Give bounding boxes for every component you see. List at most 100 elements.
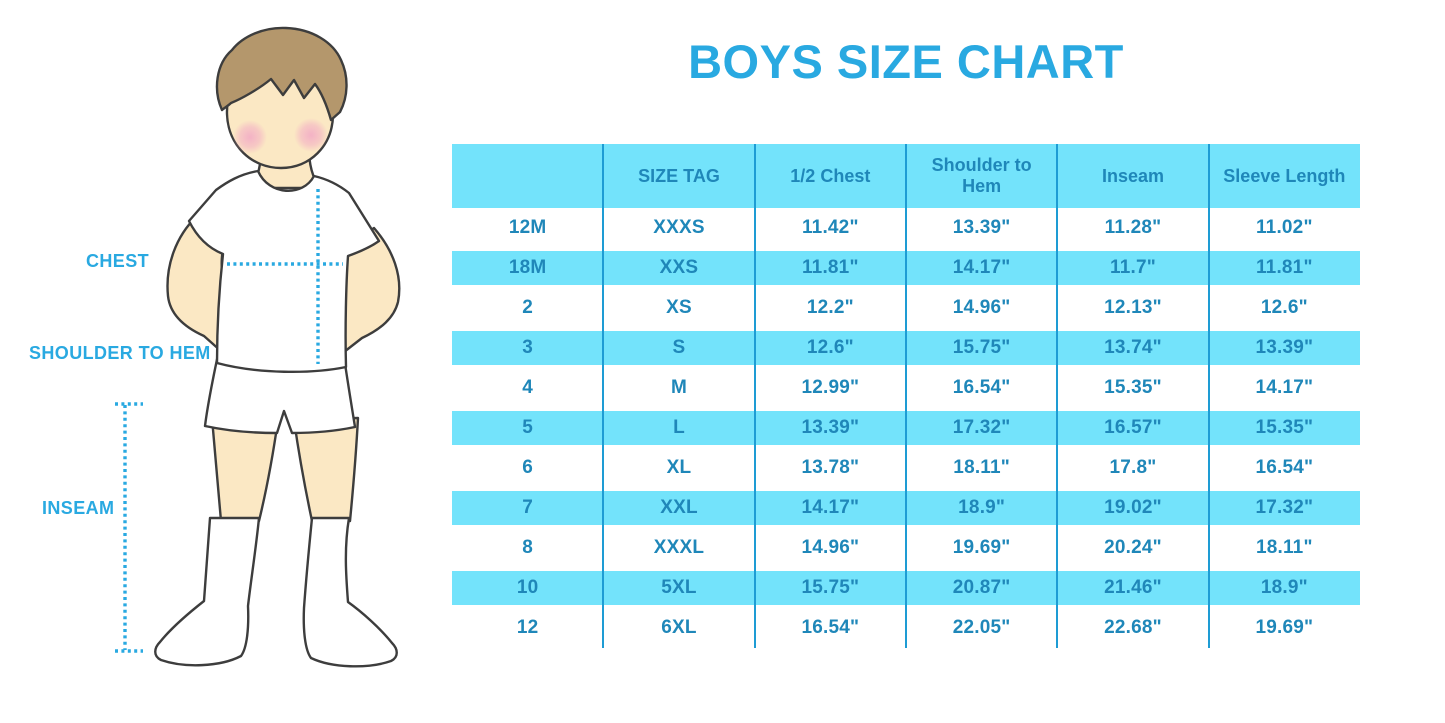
- measurement-figure: CHEST SHOULDER TO HEM INSEAM: [0, 0, 450, 723]
- size-cell: 12.6": [806, 337, 854, 358]
- size-cell: 13.39": [1255, 337, 1314, 358]
- size-cell: 14.96": [801, 537, 860, 558]
- inseam-label: INSEAM: [42, 498, 115, 518]
- table-row: 12 6XL 16.54" 22.05" 22.68" 19.69": [452, 608, 1360, 648]
- size-cell: 19.02": [1104, 497, 1162, 518]
- shoulder-to-hem-label: SHOULDER TO HEM: [29, 343, 211, 363]
- header-label: Inseam: [1101, 165, 1165, 186]
- header-cell: Sleeve Length: [1209, 166, 1360, 187]
- column-divider: [602, 144, 605, 648]
- size-cell: 16.54": [952, 377, 1011, 398]
- size-cell: 2: [522, 297, 534, 318]
- size-cell: 18.11": [1255, 537, 1313, 558]
- chest-label: CHEST: [86, 251, 150, 271]
- size-cell: 13.78": [801, 457, 860, 478]
- size-cell: 15.35": [1104, 377, 1162, 398]
- size-cell: 22.68": [1104, 617, 1162, 638]
- boy-shirt: [187, 169, 381, 374]
- size-cell: 18M: [508, 257, 547, 278]
- header-cell: Shoulder to Hem: [906, 155, 1057, 197]
- header-cell: SIZE TAG: [603, 166, 754, 187]
- size-cell: 13.74": [1104, 337, 1162, 358]
- size-cell: 15.75": [952, 337, 1011, 358]
- column-divider: [905, 144, 907, 648]
- size-cell: 12.13": [1104, 297, 1162, 318]
- size-cell: 7: [522, 497, 534, 518]
- boy-right-leg: [292, 416, 360, 523]
- page-title: BOYS SIZE CHART: [688, 35, 1124, 88]
- size-cell: XXS: [659, 257, 699, 278]
- size-cell: 19.69": [952, 537, 1011, 558]
- size-cell: 14.17": [1255, 377, 1314, 398]
- size-cell: 11.02": [1255, 217, 1313, 238]
- header-label: 1/2 Chest: [790, 165, 871, 186]
- table-row: 12M XXXS 11.42" 13.39" 11.28" 11.02": [452, 208, 1360, 248]
- size-cell: 16.54": [801, 617, 860, 638]
- size-cell: 8: [522, 537, 534, 558]
- size-cell: 11.81": [801, 257, 859, 278]
- table-row: 2 XS 12.2" 14.96" 12.13" 12.6": [452, 288, 1360, 328]
- size-cell: XL: [666, 457, 692, 478]
- size-chart-section: BOYS SIZE CHART SIZE TAG 1/2 Chest Shoulde…: [452, 0, 1360, 723]
- size-cell: 16.54": [1255, 457, 1314, 478]
- size-cell: 12.99": [801, 377, 860, 398]
- header-cell: Inseam: [1057, 166, 1208, 187]
- header-cell: 1/2 Chest: [755, 166, 906, 187]
- size-cell: 18.9": [958, 497, 1006, 518]
- table-row: 8 XXXL 14.96" 19.69" 20.24" 18.11": [452, 528, 1360, 568]
- table-row: 4 M 12.99" 16.54" 15.35" 14.17": [452, 368, 1360, 408]
- size-cell: 11.42": [801, 217, 859, 238]
- header-label: Sleeve Length: [1223, 165, 1346, 186]
- size-cell: 12.2": [806, 297, 854, 318]
- size-cell: 14.17": [952, 257, 1011, 278]
- size-cell: 12M: [508, 217, 547, 238]
- size-cell: 10: [516, 577, 539, 598]
- header-label: SIZE TAG: [638, 165, 720, 186]
- size-cell: XXL: [660, 497, 698, 518]
- size-cell: 14.96": [952, 297, 1011, 318]
- size-cell: 17.32": [952, 417, 1011, 438]
- column-divider: [753, 144, 756, 648]
- size-cell: 6XL: [661, 617, 697, 638]
- size-cell: 18.11": [953, 457, 1011, 478]
- size-cell: 11.81": [1255, 257, 1313, 278]
- size-cell: 6: [522, 457, 534, 478]
- size-cell: S: [672, 337, 686, 358]
- size-cell: 14.17": [801, 497, 860, 518]
- size-cell: 5: [522, 417, 534, 438]
- size-cell: 17.8": [1109, 457, 1157, 478]
- boy-illustration: [115, 26, 401, 668]
- size-table: SIZE TAG 1/2 Chest Shoulder to Hem Inseam Sl…: [452, 144, 1360, 648]
- size-cell: 17.32": [1255, 497, 1314, 518]
- size-cell: 4: [522, 377, 534, 398]
- size-cell: 11.7": [1110, 257, 1156, 278]
- size-cell: 5XL: [661, 577, 697, 598]
- size-cell: XS: [666, 297, 692, 318]
- size-cell: 15.75": [801, 577, 860, 598]
- size-cell: 11.28": [1104, 217, 1162, 238]
- size-cell: 13.39": [952, 217, 1011, 238]
- size-cell: XXXL: [653, 537, 705, 558]
- size-cell: 15.35": [1255, 417, 1314, 438]
- size-cell: 22.05": [952, 617, 1011, 638]
- boy-right-cheek: [294, 118, 328, 152]
- boy-left-cheek: [233, 120, 267, 154]
- size-cell: 13.39": [801, 417, 860, 438]
- size-cell: L: [673, 417, 685, 438]
- size-cell: 3: [522, 337, 534, 358]
- column-divider: [1207, 144, 1210, 648]
- boy-right-sock: [302, 516, 398, 668]
- header-label: Shoulder to Hem: [931, 155, 1032, 196]
- column-divider: [1056, 144, 1059, 648]
- boy-hair: [215, 26, 348, 122]
- size-cell: 20.87": [952, 577, 1011, 598]
- size-cell: 12.6": [1260, 297, 1308, 318]
- boy-left-sock: [154, 516, 261, 667]
- size-cell: XXXS: [653, 217, 705, 238]
- size-cell: 21.46": [1104, 577, 1162, 598]
- size-cell: 19.69": [1255, 617, 1314, 638]
- size-cell: 12: [516, 617, 539, 638]
- table-row: 6 XL 13.78" 18.11" 17.8" 16.54": [452, 448, 1360, 488]
- size-cell: 20.24": [1104, 537, 1162, 558]
